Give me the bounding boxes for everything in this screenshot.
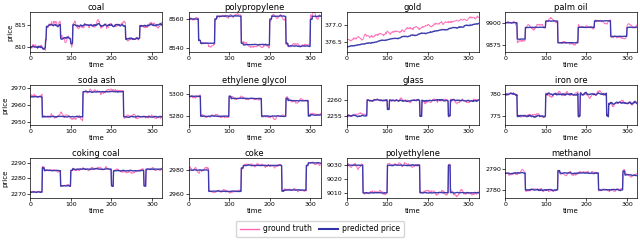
X-axis label: time: time: [563, 208, 579, 214]
Y-axis label: price: price: [3, 170, 9, 187]
Title: coke: coke: [244, 149, 264, 158]
Y-axis label: price: price: [7, 23, 13, 40]
Title: glass: glass: [402, 76, 424, 85]
X-axis label: time: time: [563, 135, 579, 141]
X-axis label: time: time: [563, 62, 579, 68]
Title: polyethylene: polyethylene: [385, 149, 440, 158]
Title: methanol: methanol: [551, 149, 591, 158]
X-axis label: time: time: [405, 208, 420, 214]
Title: palm oil: palm oil: [554, 3, 588, 12]
Title: coking coal: coking coal: [72, 149, 120, 158]
X-axis label: time: time: [405, 62, 420, 68]
X-axis label: time: time: [88, 135, 104, 141]
Legend: ground truth, predicted price: ground truth, predicted price: [236, 221, 404, 237]
X-axis label: time: time: [246, 62, 262, 68]
X-axis label: time: time: [246, 135, 262, 141]
Title: soda ash: soda ash: [77, 76, 115, 85]
Title: coal: coal: [88, 3, 105, 12]
X-axis label: time: time: [88, 208, 104, 214]
Title: ethylene glycol: ethylene glycol: [222, 76, 287, 85]
Title: polypropylene: polypropylene: [225, 3, 285, 12]
Title: gold: gold: [404, 3, 422, 12]
X-axis label: time: time: [246, 208, 262, 214]
Y-axis label: price: price: [3, 96, 9, 114]
X-axis label: time: time: [405, 135, 420, 141]
X-axis label: time: time: [88, 62, 104, 68]
Title: iron ore: iron ore: [555, 76, 588, 85]
